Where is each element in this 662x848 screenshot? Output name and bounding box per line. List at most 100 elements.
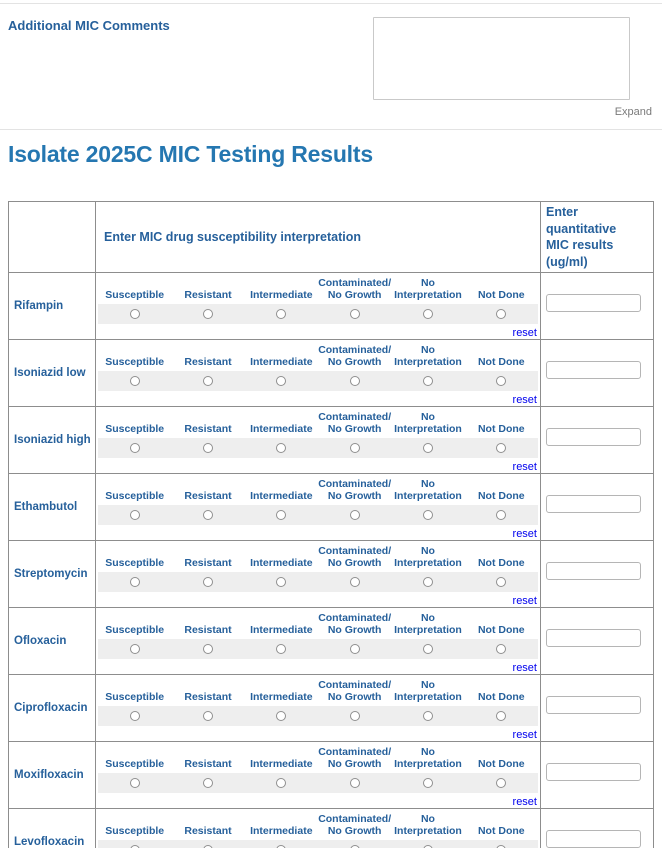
radio-ofloxacin-resistant[interactable] [202, 644, 213, 654]
radio-ofloxacin-susceptible[interactable] [129, 644, 140, 654]
radio-ciprofloxacin-not-done[interactable] [496, 711, 507, 721]
radio-isoniazid-high-no-interpretation[interactable] [422, 443, 433, 453]
radio-rifampin-not-done[interactable] [496, 309, 507, 319]
quantitative-cell [540, 741, 654, 809]
radio-streptomycin-no-interpretation[interactable] [422, 577, 433, 587]
radio-ciprofloxacin-susceptible[interactable] [129, 711, 140, 721]
radio-isoniazid-low-no-interpretation[interactable] [422, 376, 433, 386]
quantitative-input-isoniazid-low[interactable] [546, 361, 641, 379]
option-label-line: Intermediate [250, 355, 313, 368]
radio-ethambutol-resistant[interactable] [202, 510, 213, 520]
option-label-not-done: Not Done [465, 423, 538, 439]
option-label-line: Susceptible [105, 556, 165, 569]
radio-strip [98, 706, 538, 726]
radio-cell [98, 443, 171, 453]
radio-cell [171, 778, 244, 788]
quantitative-input-ciprofloxacin[interactable] [546, 696, 641, 714]
option-label-line: No Growth [327, 824, 382, 837]
radio-isoniazid-high-resistant[interactable] [202, 443, 213, 453]
radio-rifampin-contaminated-no-growth[interactable] [349, 309, 360, 319]
radio-ofloxacin-intermediate[interactable] [276, 644, 287, 654]
radio-moxifloxacin-intermediate[interactable] [276, 778, 287, 788]
option-label-intermediate: Intermediate [245, 624, 318, 640]
radio-ciprofloxacin-resistant[interactable] [202, 711, 213, 721]
reset-link-moxifloxacin[interactable]: reset [512, 796, 537, 808]
interpretation-cell: Susceptible Resistant Intermediate Contamin… [95, 406, 541, 474]
radio-levofloxacin-susceptible[interactable] [129, 845, 140, 848]
radio-isoniazid-high-not-done[interactable] [496, 443, 507, 453]
radio-moxifloxacin-contaminated-no-growth[interactable] [349, 778, 360, 788]
radio-ethambutol-contaminated-no-growth[interactable] [349, 510, 360, 520]
radio-ciprofloxacin-contaminated-no-growth[interactable] [349, 711, 360, 721]
radio-rifampin-resistant[interactable] [202, 309, 213, 319]
expand-link[interactable]: Expand [614, 106, 652, 118]
option-label-resistant: Resistant [171, 691, 244, 707]
radio-isoniazid-high-intermediate[interactable] [276, 443, 287, 453]
radio-isoniazid-low-not-done[interactable] [496, 376, 507, 386]
reset-link-streptomycin[interactable]: reset [512, 595, 537, 607]
option-label-not-done: Not Done [465, 557, 538, 573]
table-row: Ofloxacin Susceptible Resistant Intermediat… [8, 607, 654, 675]
quantitative-cell [540, 607, 654, 675]
radio-rifampin-no-interpretation[interactable] [422, 309, 433, 319]
radio-ethambutol-not-done[interactable] [496, 510, 507, 520]
reset-link-ofloxacin[interactable]: reset [512, 662, 537, 674]
interpretation-cell: Susceptible Resistant Intermediate Contamin… [95, 272, 541, 340]
reset-link-isoniazid-low[interactable]: reset [512, 394, 537, 406]
option-labels-row: Susceptible Resistant Intermediate Contamin… [98, 675, 538, 706]
option-label-intermediate: Intermediate [245, 825, 318, 841]
radio-isoniazid-high-susceptible[interactable] [129, 443, 140, 453]
radio-cell [318, 711, 391, 721]
quantitative-input-rifampin[interactable] [546, 294, 641, 312]
radio-levofloxacin-contaminated-no-growth[interactable] [349, 845, 360, 848]
option-labels-row: Susceptible Resistant Intermediate Contamin… [98, 474, 538, 505]
radio-ethambutol-susceptible[interactable] [129, 510, 140, 520]
radio-rifampin-intermediate[interactable] [276, 309, 287, 319]
quantitative-input-isoniazid-high[interactable] [546, 428, 641, 446]
radio-rifampin-susceptible[interactable] [129, 309, 140, 319]
reset-link-ethambutol[interactable]: reset [512, 528, 537, 540]
radio-isoniazid-low-susceptible[interactable] [129, 376, 140, 386]
radio-streptomycin-susceptible[interactable] [129, 577, 140, 587]
reset-link-rifampin[interactable]: reset [512, 327, 537, 339]
radio-isoniazid-low-resistant[interactable] [202, 376, 213, 386]
option-label-intermediate: Intermediate [245, 758, 318, 774]
radio-moxifloxacin-susceptible[interactable] [129, 778, 140, 788]
radio-isoniazid-high-contaminated-no-growth[interactable] [349, 443, 360, 453]
radio-isoniazid-low-intermediate[interactable] [276, 376, 287, 386]
option-label-line: No Growth [327, 556, 382, 569]
reset-link-ciprofloxacin[interactable]: reset [512, 729, 537, 741]
reset-link-isoniazid-high[interactable]: reset [512, 461, 537, 473]
option-label-line: No [420, 545, 435, 557]
section-divider [0, 129, 662, 130]
quantitative-input-moxifloxacin[interactable] [546, 763, 641, 781]
radio-moxifloxacin-no-interpretation[interactable] [422, 778, 433, 788]
radio-streptomycin-not-done[interactable] [496, 577, 507, 587]
radio-ciprofloxacin-no-interpretation[interactable] [422, 711, 433, 721]
radio-streptomycin-intermediate[interactable] [276, 577, 287, 587]
additional-mic-comments-textarea[interactable] [373, 17, 630, 100]
interpretation-cell: Susceptible Resistant Intermediate Contamin… [95, 674, 541, 742]
radio-ethambutol-no-interpretation[interactable] [422, 510, 433, 520]
table-row: Levofloxacin Susceptible Resistant Intermed… [8, 808, 654, 848]
radio-ofloxacin-no-interpretation[interactable] [422, 644, 433, 654]
quantitative-cell [540, 473, 654, 541]
option-label-line: No Growth [327, 355, 382, 368]
option-label-contaminated-no-growth: Contaminated/No Growth [318, 679, 391, 706]
quantitative-input-ethambutol[interactable] [546, 495, 641, 513]
radio-ofloxacin-contaminated-no-growth[interactable] [349, 644, 360, 654]
option-label-line: Contaminated/ [318, 411, 392, 423]
radio-streptomycin-contaminated-no-growth[interactable] [349, 577, 360, 587]
radio-ciprofloxacin-intermediate[interactable] [276, 711, 287, 721]
radio-moxifloxacin-not-done[interactable] [496, 778, 507, 788]
radio-isoniazid-low-contaminated-no-growth[interactable] [349, 376, 360, 386]
radio-ofloxacin-not-done[interactable] [496, 644, 507, 654]
quantitative-input-streptomycin[interactable] [546, 562, 641, 580]
radio-streptomycin-resistant[interactable] [202, 577, 213, 587]
radio-cell [245, 845, 318, 848]
quantitative-input-levofloxacin[interactable] [546, 830, 641, 848]
option-label-resistant: Resistant [171, 624, 244, 640]
radio-ethambutol-intermediate[interactable] [276, 510, 287, 520]
radio-moxifloxacin-resistant[interactable] [202, 778, 213, 788]
quantitative-input-ofloxacin[interactable] [546, 629, 641, 647]
